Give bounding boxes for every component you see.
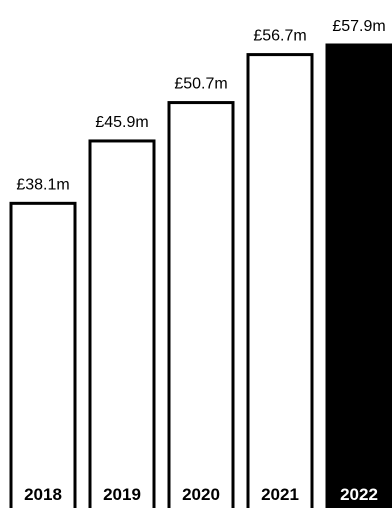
value-label-2022: £57.9m (332, 18, 385, 35)
bar-2022 (325, 43, 392, 508)
value-label-2018: £38.1m (16, 176, 69, 193)
value-label-2021: £56.7m (253, 28, 306, 45)
year-label-2021: 2021 (261, 485, 299, 504)
bar-2021 (246, 53, 314, 508)
bars-group (9, 43, 392, 508)
value-label-2020: £50.7m (174, 76, 227, 93)
value-labels-group: £38.1m £45.9m £50.7m £56.7m £57.9m (16, 18, 385, 193)
bar-2019 (88, 139, 156, 508)
bar-2018 (9, 201, 77, 508)
year-labels-group: 2018 2019 2020 2021 2022 (24, 485, 378, 504)
bar-2020 (167, 101, 235, 508)
year-label-2019: 2019 (103, 485, 141, 504)
year-label-2018: 2018 (24, 485, 62, 504)
value-label-2019: £45.9m (95, 114, 148, 131)
year-label-2022: 2022 (340, 485, 378, 504)
year-label-2020: 2020 (182, 485, 220, 504)
